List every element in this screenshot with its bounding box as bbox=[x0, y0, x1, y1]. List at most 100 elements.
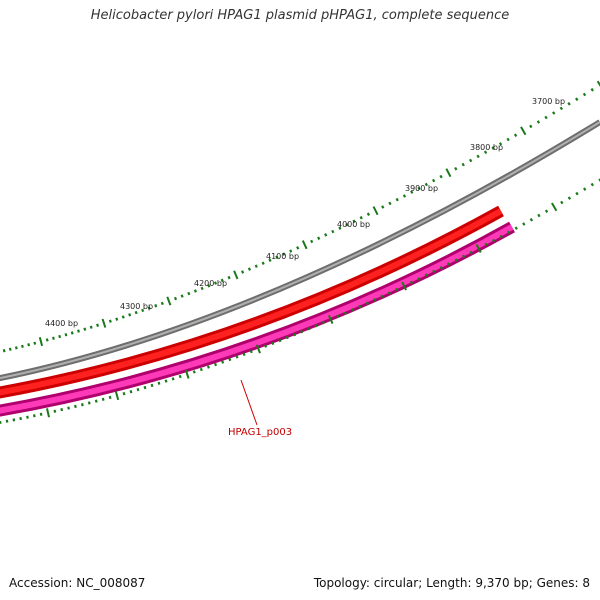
inner-tick-minor bbox=[12, 418, 16, 422]
outer-tick-minor bbox=[491, 146, 495, 150]
inner-tick-minor bbox=[336, 314, 340, 319]
inner-tick-minor bbox=[351, 308, 355, 312]
tick-label-4200: 4200 bp bbox=[194, 279, 227, 288]
inner-tick-minor bbox=[417, 277, 421, 281]
outer-tick-minor bbox=[21, 344, 24, 348]
outer-tick-minor bbox=[27, 343, 31, 347]
outer-tick-minor bbox=[33, 341, 37, 345]
inner-tick-minor bbox=[365, 301, 369, 305]
inner-tick-minor bbox=[206, 365, 210, 369]
outer-tick-minor bbox=[173, 296, 178, 301]
gene-forward-arc-inner bbox=[0, 208, 503, 396]
summary-text: Topology: circular; Length: 9,370 bp; Ge… bbox=[313, 576, 590, 590]
gene-label-leader-line bbox=[240, 379, 258, 426]
outer-tick-minor bbox=[160, 301, 164, 306]
inner-tick-minor bbox=[314, 323, 318, 328]
inner-tick-minor bbox=[0, 420, 2, 424]
outer-tick-minor bbox=[154, 304, 158, 308]
inner-tick-major bbox=[327, 314, 334, 325]
outer-tick-minor bbox=[207, 284, 211, 288]
outer-tick-minor bbox=[381, 205, 385, 209]
outer-tick-minor bbox=[254, 264, 258, 268]
outer-tick-minor bbox=[193, 289, 197, 293]
inner-tick-minor bbox=[409, 280, 414, 285]
outer-tick-minor bbox=[324, 233, 328, 237]
backbone-ring bbox=[0, 119, 600, 382]
map-title: Helicobacter pylori HPAG1 plasmid pHPAG1… bbox=[90, 8, 510, 23]
inner-tick-minor bbox=[300, 329, 304, 334]
inner-tick-minor bbox=[358, 304, 362, 309]
outer-tick-minor bbox=[52, 336, 55, 340]
inner-tick-minor bbox=[484, 242, 488, 247]
outer-tick-major bbox=[38, 336, 44, 347]
inner-tick-minor bbox=[87, 401, 91, 405]
inner-tick-ring bbox=[0, 178, 600, 424]
inner-tick-minor bbox=[424, 273, 428, 277]
inner-tick-minor bbox=[214, 362, 218, 367]
outer-tick-minor bbox=[227, 275, 231, 280]
inner-tick-minor bbox=[560, 200, 564, 205]
outer-tick-minor bbox=[439, 174, 443, 179]
inner-tick-major bbox=[184, 369, 190, 379]
inner-tick-minor bbox=[567, 196, 572, 200]
inner-tick-minor bbox=[199, 367, 203, 372]
outer-tick-minor bbox=[134, 310, 138, 315]
outer-tick-minor bbox=[513, 133, 518, 137]
inner-tick-minor bbox=[19, 416, 22, 421]
outer-tick-minor bbox=[180, 294, 184, 298]
outer-tick-major bbox=[301, 240, 308, 250]
inner-tick-minor bbox=[544, 209, 549, 214]
outer-tick-minor bbox=[261, 261, 265, 265]
inner-tick-minor bbox=[321, 320, 326, 325]
inner-tick-minor bbox=[249, 349, 253, 354]
outer-tick-minor bbox=[476, 154, 480, 159]
inner-tick-minor bbox=[136, 387, 140, 392]
inner-tick-minor bbox=[164, 379, 168, 383]
outer-tick-major bbox=[166, 296, 172, 306]
inner-tick-major bbox=[475, 244, 482, 253]
outer-tick-minor bbox=[275, 255, 279, 259]
outer-tick-minor bbox=[83, 327, 87, 331]
outer-tick-minor bbox=[544, 115, 548, 120]
inner-tick-minor bbox=[278, 338, 282, 343]
outer-tick-minor bbox=[359, 216, 363, 220]
outer-tick-major bbox=[101, 318, 107, 328]
outer-tick-minor bbox=[241, 270, 245, 274]
inner-tick-minor bbox=[32, 414, 36, 418]
accession-text: Accession: NC_008087 bbox=[9, 576, 146, 590]
inner-tick-minor bbox=[492, 238, 496, 243]
outer-tick-minor bbox=[317, 236, 321, 240]
outer-tick-minor bbox=[432, 178, 436, 183]
outer-tick-minor bbox=[289, 249, 293, 253]
inner-tick-minor bbox=[264, 344, 268, 348]
inner-tick-minor bbox=[454, 258, 458, 262]
inner-tick-major bbox=[255, 344, 261, 354]
outer-tick-minor bbox=[187, 291, 191, 296]
outer-tick-minor bbox=[77, 329, 80, 333]
inner-tick-minor bbox=[60, 408, 64, 412]
outer-tick-minor bbox=[461, 162, 465, 167]
outer-tick-minor bbox=[108, 319, 112, 323]
outer-tick-minor bbox=[96, 323, 100, 327]
inner-tick-minor bbox=[575, 191, 579, 196]
outer-tick-minor bbox=[296, 246, 300, 250]
outer-tick-minor bbox=[2, 349, 6, 353]
inner-tick-minor bbox=[462, 254, 466, 259]
inner-tick-minor bbox=[101, 397, 105, 401]
outer-tick-minor bbox=[310, 239, 314, 244]
inner-tick-minor bbox=[80, 403, 84, 407]
outer-tick-minor bbox=[70, 331, 74, 335]
inner-tick-minor bbox=[590, 182, 594, 187]
inner-tick-minor bbox=[94, 399, 98, 403]
inner-tick-minor bbox=[74, 404, 77, 409]
inner-tick-minor bbox=[108, 395, 112, 400]
inner-tick-minor bbox=[292, 332, 297, 337]
tick-label-4400: 4400 bp bbox=[45, 319, 78, 328]
inner-tick-major bbox=[114, 390, 120, 401]
outer-tick-minor bbox=[506, 137, 510, 142]
outer-tick-minor bbox=[498, 142, 503, 146]
inner-tick-minor bbox=[529, 218, 534, 222]
inner-tick-minor bbox=[171, 377, 175, 381]
inner-tick-minor bbox=[380, 294, 384, 299]
outer-tick-minor bbox=[282, 252, 286, 256]
